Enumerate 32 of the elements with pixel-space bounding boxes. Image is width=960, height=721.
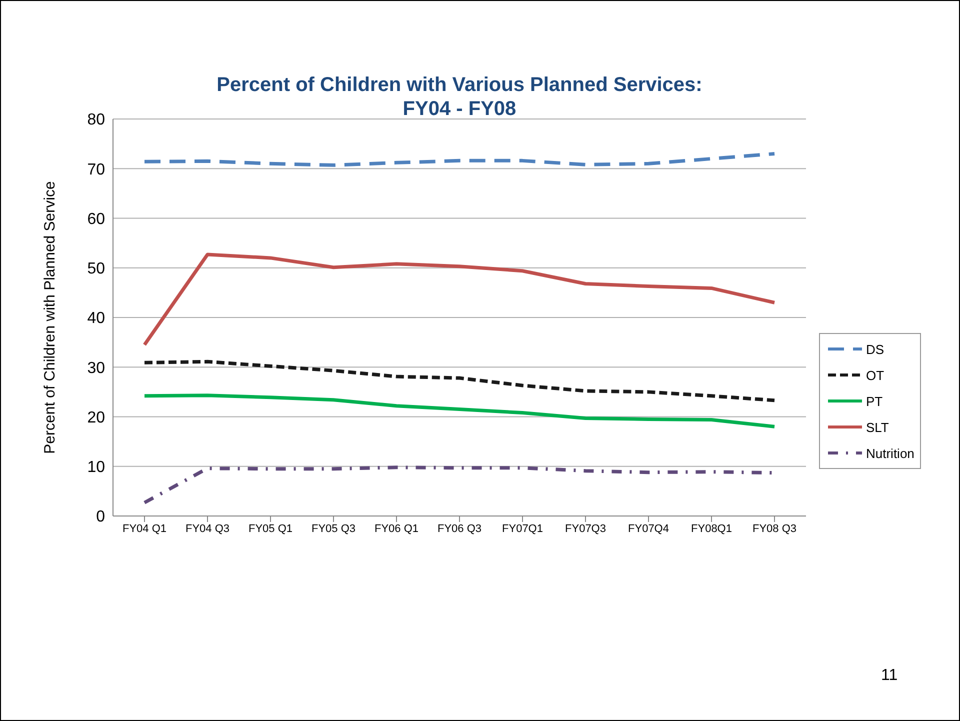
x-tick-label: FY08Q1: [691, 522, 732, 535]
x-tick-label: FY05 Q1: [248, 522, 293, 535]
x-tick-label: FY07Q4: [628, 522, 669, 535]
x-tick-label: FY04 Q1: [122, 522, 167, 535]
y-tick-label: 50: [87, 260, 106, 278]
y-axis-title: Percent of Children with Planned Service: [41, 181, 58, 454]
y-tick-label: 70: [87, 161, 106, 178]
y-tick-label: 20: [87, 409, 106, 426]
y-tick-label: 80: [87, 112, 106, 129]
x-tick-label: FY05 Q3: [311, 522, 356, 535]
legend-label: DS: [866, 342, 884, 356]
y-tick-label: 60: [87, 210, 106, 228]
chart-title: Percent of Children with Various Planned Services: FY04 - FY08: [216, 73, 704, 121]
x-tick-label: FY08 Q3: [752, 522, 797, 535]
x-tick-label: FY04 Q3: [185, 522, 230, 535]
line-series: [142, 252, 776, 347]
y-tick-label: 40: [87, 310, 106, 328]
x-tick-label: FY06 Q3: [437, 522, 482, 535]
y-tick-label: 0: [96, 508, 106, 526]
y-tick-label: 30: [87, 360, 106, 377]
line-series: [142, 394, 776, 428]
y-tick-label: 10: [87, 459, 106, 476]
legend-label: OT: [866, 368, 884, 382]
legend-label: PT: [866, 394, 883, 408]
legend-label: SLT: [866, 420, 889, 434]
x-tick-label: FY07Q1: [502, 522, 543, 535]
legend-label: Nutrition: [866, 446, 914, 460]
x-tick-label: FY06 Q1: [374, 522, 419, 535]
x-tick-label: FY07Q3: [565, 522, 606, 535]
text: 11: [881, 667, 898, 685]
line-series: [142, 152, 776, 167]
line-series: [142, 360, 776, 402]
